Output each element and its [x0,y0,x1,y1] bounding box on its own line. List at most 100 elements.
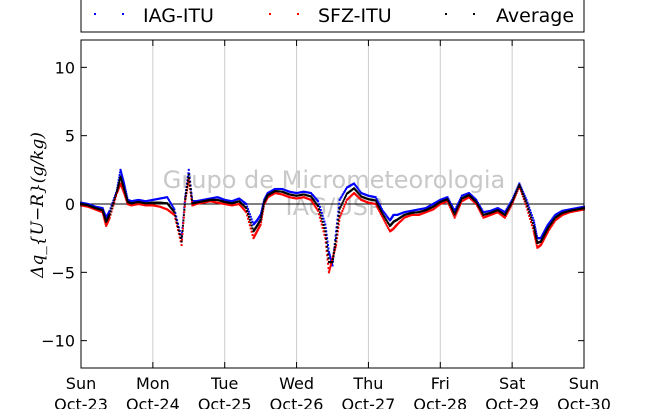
data-point [251,227,254,230]
data-point [327,267,330,270]
data-point [521,190,524,193]
legend-marker [297,13,299,15]
data-point [328,254,331,257]
data-point [122,179,125,182]
data-point [126,199,129,202]
data-point [475,200,478,203]
data-point [309,192,312,195]
data-point [246,205,249,208]
data-point [119,170,122,173]
data-point [333,246,336,249]
data-point [524,200,527,203]
data-point [111,204,114,207]
data-point [260,216,263,219]
data-point [319,214,322,217]
data-point [247,212,250,215]
data-point [124,186,127,189]
data-point [551,217,554,220]
data-point [172,210,175,213]
data-point [450,204,453,207]
data-point [382,211,385,214]
data-point [325,241,328,244]
data-point [528,214,531,217]
data-point [115,190,118,193]
data-point [326,258,329,261]
data-point [356,191,359,194]
legend: IAG-ITU SFZ-ITU Average [80,0,585,33]
data-point [120,173,123,176]
data-point [107,219,110,222]
data-point [248,218,251,221]
data-point [246,210,249,213]
data-point [123,189,126,192]
data-point [548,221,551,224]
data-point [344,201,347,204]
data-point [120,180,123,183]
data-point [262,203,265,206]
data-point [122,180,125,183]
data-point [343,191,346,194]
data-point [168,200,171,203]
data-point [338,211,341,214]
data-point [449,203,452,206]
data-point [180,240,183,243]
data-point [329,255,332,258]
data-point [188,177,191,180]
data-point [335,233,338,236]
data-point [552,216,555,219]
data-point [104,217,107,220]
legend-marker [445,13,447,15]
data-point [238,203,241,205]
data-point [327,257,330,260]
data-point [183,205,186,208]
data-point [247,217,250,220]
data-point [190,198,193,201]
data-point [182,219,185,222]
data-point [122,190,125,193]
data-point [455,206,458,209]
data-point [339,197,342,200]
data-point [447,200,450,203]
data-point [326,245,329,248]
data-point [176,222,179,225]
data-point [353,188,356,191]
data-point [118,184,121,187]
data-point [341,202,344,205]
data-point [344,203,347,206]
data-point [550,221,553,224]
data-point [118,179,121,182]
data-point [387,226,390,229]
data-point [450,205,453,208]
data-point [102,213,105,216]
data-point [187,173,190,176]
data-point [167,203,170,206]
data-point [376,206,379,209]
data-point [181,235,184,238]
data-point [357,188,360,191]
data-point [551,223,554,226]
data-point [384,217,387,220]
data-point [177,229,180,232]
data-point [457,202,460,205]
data-point [328,252,331,255]
data-point [318,208,321,211]
x-tick-label-date: Oct-24 [126,395,180,409]
y-tick-label: 10 [55,58,75,77]
data-point [337,218,340,221]
data-point [511,200,514,203]
legend-label: Average [496,5,574,27]
data-point [343,198,346,201]
data-point [338,220,341,223]
data-point [553,217,556,220]
data-point [119,183,122,186]
data-point [185,192,188,195]
data-point [337,206,340,209]
data-point [338,216,341,219]
data-point [459,199,462,202]
data-point [184,195,187,198]
data-point [101,207,104,210]
data-point [317,205,320,208]
data-point [184,198,187,201]
data-point [481,214,484,217]
data-point [339,214,342,217]
